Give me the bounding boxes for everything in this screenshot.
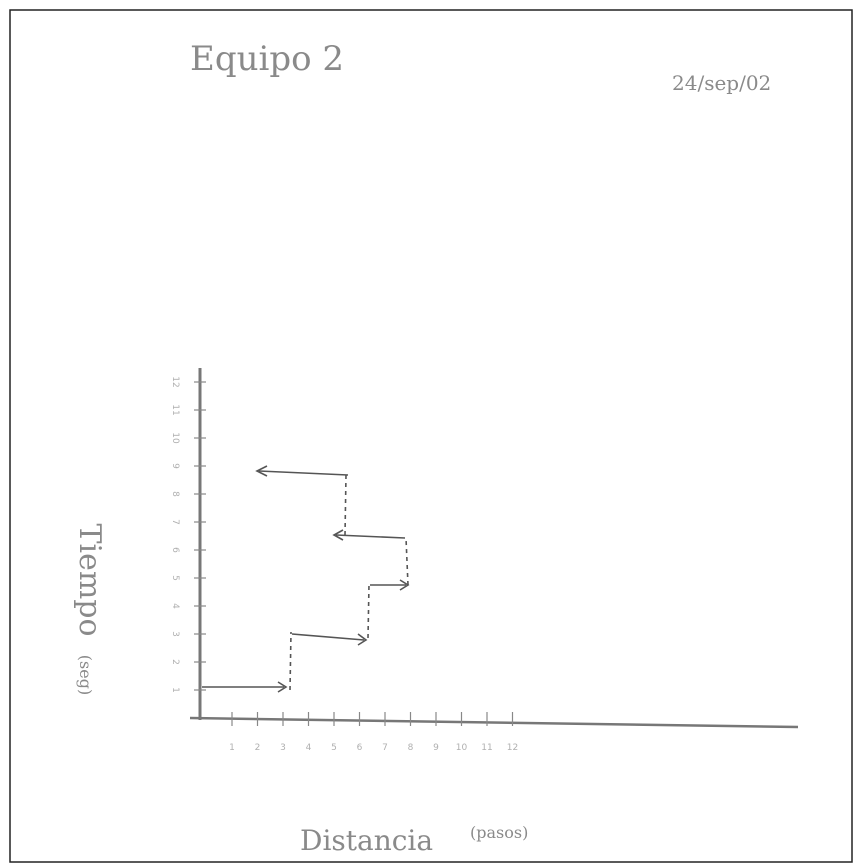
x-tick-label: 9 xyxy=(433,743,439,753)
x-tick-label: 7 xyxy=(382,743,388,753)
x-tick-label: 4 xyxy=(306,743,312,753)
y-tick-label: 4 xyxy=(170,603,180,609)
x-unit: (pasos) xyxy=(470,823,528,842)
x-tick-label: 3 xyxy=(280,743,286,753)
y-tick-label: 12 xyxy=(170,376,180,387)
y-unit: (seg) xyxy=(76,655,95,695)
x-tick-label: 2 xyxy=(255,743,261,753)
y-label: Tiempo xyxy=(72,523,107,636)
y-tick-label: 7 xyxy=(170,519,180,525)
step-path xyxy=(202,465,410,693)
x-tick-label: 1 xyxy=(229,743,235,753)
x-tick-label: 6 xyxy=(357,743,363,753)
y-tick-label: 3 xyxy=(170,631,180,637)
date: 24/sep/02 xyxy=(672,71,771,95)
x-tick-label: 12 xyxy=(507,743,518,753)
y-tick-label: 10 xyxy=(170,432,180,444)
x-tick-label: 5 xyxy=(331,743,337,753)
x-label: Distancia xyxy=(300,824,433,857)
y-tick-label: 11 xyxy=(170,404,180,415)
page-border xyxy=(9,9,853,863)
y-tick-label: 6 xyxy=(170,547,180,553)
y-tick-label: 9 xyxy=(170,463,180,469)
x-tick-label: 11 xyxy=(481,743,492,753)
y-tick-label: 2 xyxy=(170,659,180,665)
y-tick-label: 5 xyxy=(170,575,180,581)
x-tick-label: 8 xyxy=(408,743,414,753)
x-axis xyxy=(189,716,799,729)
y-tick-label: 8 xyxy=(170,491,180,497)
y-axis-label: Tiempo (seg) xyxy=(72,523,107,695)
title: Equipo 2 xyxy=(190,39,344,79)
x-tick-label: 10 xyxy=(456,743,468,753)
y-tick-label: 1 xyxy=(170,687,180,693)
